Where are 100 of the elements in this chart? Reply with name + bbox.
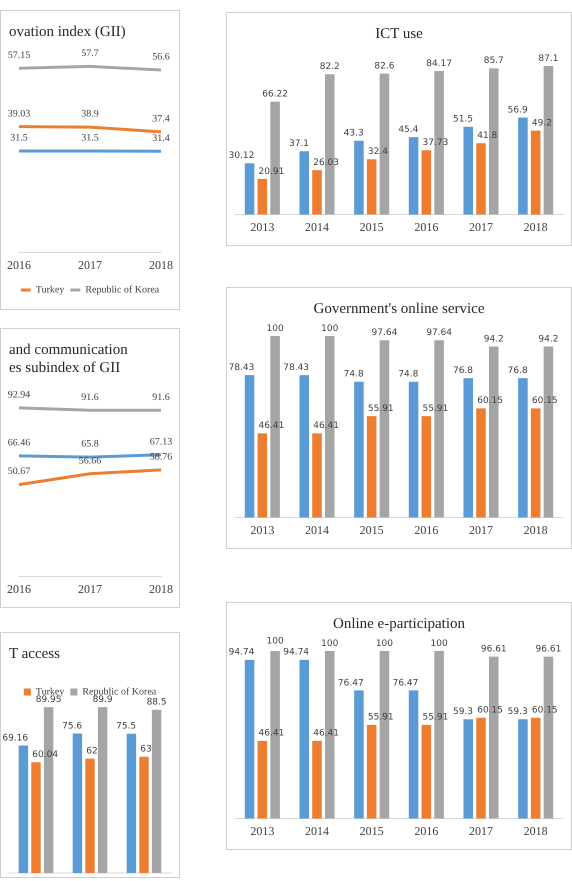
- chart-title: T access: [9, 646, 60, 662]
- data-label: 37.1: [288, 139, 310, 150]
- data-label: 39.03: [8, 108, 30, 120]
- bar: [408, 137, 418, 215]
- data-label: 32.4: [368, 147, 388, 158]
- bar: [476, 718, 486, 819]
- bar: [258, 740, 268, 819]
- data-label: 46.41: [258, 421, 284, 432]
- data-label: 78.43: [228, 363, 254, 374]
- legend-label: Turkey: [36, 284, 64, 296]
- x-tick-label: 2013: [250, 824, 274, 838]
- data-label: 100: [266, 324, 284, 334]
- bar: [85, 758, 95, 873]
- data-label: 62: [86, 746, 98, 756]
- bar: [408, 382, 418, 518]
- data-label: 91.6: [81, 392, 99, 403]
- data-label: 97.64: [372, 328, 398, 338]
- bar: [463, 719, 474, 819]
- x-tick-label: 2016: [7, 258, 31, 272]
- x-tick-label: 2016: [414, 522, 438, 537]
- data-label: 31.5: [10, 132, 28, 144]
- data-label: 76.8: [508, 366, 528, 376]
- data-label: 84.17: [426, 58, 452, 69]
- bar: [366, 724, 376, 819]
- chart-title: ICT use: [375, 26, 424, 42]
- x-tick-label: 2015: [360, 522, 384, 537]
- data-label: 94.2: [538, 334, 558, 344]
- data-label: 58.76: [150, 452, 172, 463]
- data-label: 94.74: [228, 648, 255, 658]
- data-label: 96.61: [536, 644, 562, 655]
- x-tick-label: 2018: [149, 258, 173, 272]
- data-label: 56.9: [508, 105, 528, 116]
- x-tick-label: 2016: [414, 220, 438, 234]
- bar: [126, 734, 136, 873]
- bar: [366, 416, 376, 518]
- data-label: 67.13: [150, 436, 172, 448]
- data-label: 60.15: [532, 706, 558, 716]
- data-label: 46.41: [258, 728, 284, 739]
- data-label: 65.8: [81, 438, 99, 450]
- data-label: 74.8: [344, 370, 364, 380]
- data-label: 89.9: [92, 695, 113, 706]
- data-label: 60.15: [532, 396, 558, 406]
- data-label: 100: [266, 636, 284, 647]
- x-tick-label: 2015: [360, 824, 384, 838]
- data-label: 92.94: [8, 389, 30, 400]
- data-label: 31.4: [152, 132, 170, 144]
- legend-label: Republic of Korea: [82, 686, 157, 698]
- x-tick-label: 2014: [305, 522, 329, 537]
- x-tick-label: 2014: [305, 824, 329, 838]
- x-tick-label: 2016: [414, 824, 438, 838]
- data-label: 59.3: [508, 707, 528, 718]
- data-label: 49.2: [532, 118, 552, 128]
- data-label: 60.15: [477, 396, 503, 406]
- data-label: 56.66: [78, 455, 102, 466]
- data-label: 100: [321, 324, 339, 334]
- bar: [312, 740, 322, 819]
- data-label: 91.6: [152, 392, 170, 403]
- bar: [354, 382, 364, 518]
- data-label: 76.47: [392, 678, 418, 688]
- data-label: 75.5: [116, 722, 136, 732]
- data-label: 100: [376, 638, 394, 649]
- bar: [422, 724, 432, 819]
- data-label: 66.46: [8, 438, 30, 449]
- data-label: 59.3: [452, 707, 474, 718]
- data-label: 55.91: [422, 404, 448, 414]
- bar: [366, 159, 376, 215]
- bar: [518, 719, 528, 819]
- data-label: 82.2: [320, 62, 340, 72]
- data-label: 20.91: [258, 166, 284, 177]
- bar: [422, 150, 432, 215]
- data-label: 94.74: [283, 648, 310, 658]
- data-label: 97.64: [426, 328, 452, 338]
- bar: [518, 378, 528, 518]
- bar: [518, 117, 528, 215]
- data-label: 100: [321, 638, 339, 649]
- data-label: 100: [430, 638, 448, 649]
- bar: [18, 745, 28, 873]
- x-tick-label: 2017: [78, 258, 102, 272]
- data-label: 60.15: [477, 706, 503, 716]
- data-label: 31.5: [81, 132, 99, 144]
- data-label: 74.8: [398, 370, 419, 380]
- x-tick-label: 2018: [524, 522, 548, 537]
- x-tick-label: 2017: [469, 824, 493, 838]
- bar: [258, 433, 268, 518]
- bar: [463, 378, 474, 518]
- data-label: 78.43: [283, 363, 310, 374]
- data-label: 50.67: [8, 466, 30, 478]
- data-label: 46.41: [313, 421, 339, 432]
- bar: [476, 143, 486, 215]
- x-tick-label: 2013: [250, 522, 274, 537]
- data-label: 55.91: [422, 712, 448, 723]
- data-label: 85.7: [484, 56, 504, 66]
- data-label: 55.91: [368, 712, 394, 723]
- legend-label: Republic of Korea: [85, 284, 160, 296]
- data-label: 41.8: [477, 131, 498, 142]
- data-label: 60.04: [32, 750, 58, 760]
- data-label: 63: [140, 744, 152, 755]
- data-label: 55.91: [368, 404, 394, 414]
- data-label: 37.73: [422, 138, 448, 148]
- data-label: 26.03: [313, 158, 339, 168]
